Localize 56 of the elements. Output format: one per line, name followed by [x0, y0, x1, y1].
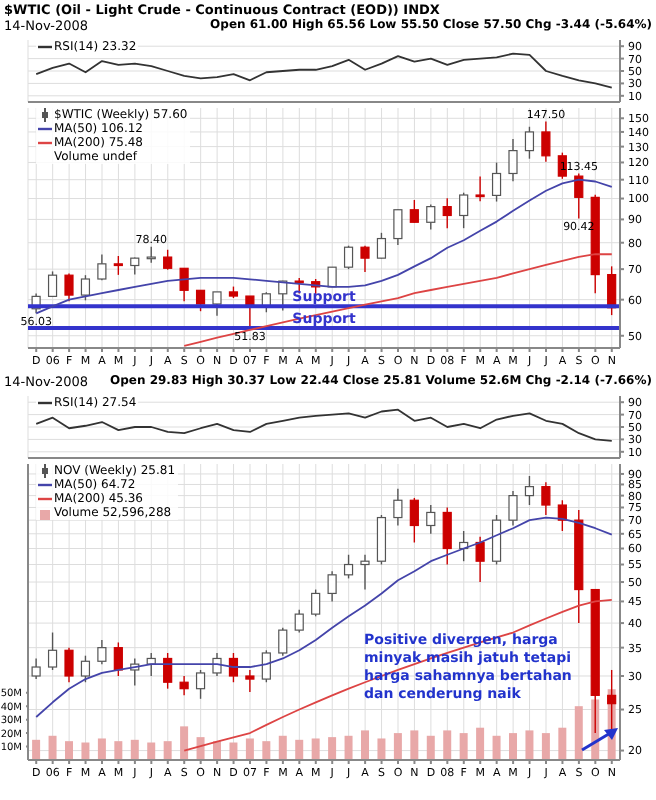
candlestick	[393, 208, 403, 246]
candlestick	[294, 609, 304, 634]
candlestick	[80, 655, 91, 683]
candlestick	[195, 669, 206, 700]
line-series	[183, 599, 613, 752]
candlestick	[47, 631, 58, 671]
candlestick	[64, 272, 74, 303]
candlestick	[327, 570, 337, 603]
candlestick	[179, 675, 189, 697]
candlestick	[524, 475, 535, 506]
line-series	[35, 52, 613, 89]
candlestick	[409, 497, 419, 544]
candlestick	[557, 499, 567, 532]
candlestick	[442, 197, 452, 229]
candlestick	[343, 245, 354, 270]
candlestick	[442, 506, 452, 566]
line-series	[35, 408, 613, 442]
candlestick	[459, 191, 469, 229]
candlestick	[491, 514, 502, 566]
candlestick	[97, 253, 107, 281]
candlestick	[426, 504, 436, 535]
candlestick	[311, 588, 321, 618]
line-series	[35, 178, 613, 315]
candlestick	[574, 172, 584, 220]
candlestick	[524, 126, 535, 160]
candlestick	[508, 138, 518, 183]
candlestick	[80, 274, 91, 302]
candlestick	[245, 669, 255, 693]
candlestick	[278, 627, 288, 657]
candlestick	[426, 203, 436, 231]
candlestick	[64, 646, 74, 683]
candlestick	[212, 291, 222, 317]
candlestick	[261, 649, 271, 683]
candlestick	[393, 488, 403, 527]
candlestick	[475, 535, 485, 583]
line-series	[183, 253, 613, 347]
candlestick	[163, 249, 173, 271]
candlestick	[360, 245, 370, 273]
candlestick	[113, 255, 123, 276]
candlestick	[376, 514, 387, 566]
candlestick	[491, 161, 502, 203]
candlestick	[376, 232, 387, 260]
candlestick	[343, 554, 354, 580]
candlestick	[541, 120, 551, 163]
candlestick	[97, 639, 107, 665]
candlestick	[228, 652, 239, 683]
candlestick	[360, 554, 370, 591]
candlestick	[409, 199, 419, 224]
candlestick	[179, 267, 189, 303]
candlestick	[31, 657, 41, 680]
candlestick	[113, 641, 123, 677]
candlestick	[163, 652, 173, 690]
candlestick	[475, 175, 485, 202]
candlestick	[47, 270, 58, 298]
candlestick	[508, 490, 518, 527]
candlestick	[541, 481, 551, 516]
